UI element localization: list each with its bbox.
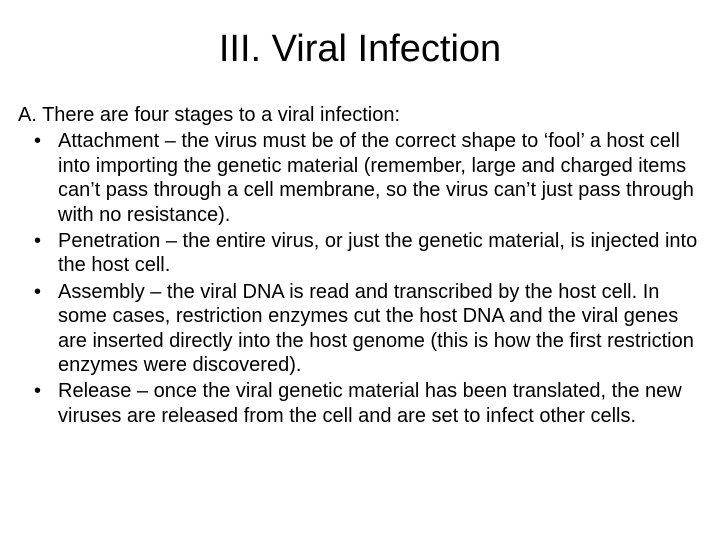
- list-item: Assembly – the viral DNA is read and tra…: [18, 280, 702, 378]
- bullet-list: Attachment – the virus must be of the co…: [18, 129, 702, 428]
- slide-body: A. There are four stages to a viral infe…: [18, 103, 702, 428]
- intro-line: A. There are four stages to a viral infe…: [18, 103, 702, 127]
- list-item: Attachment – the virus must be of the co…: [18, 129, 702, 227]
- slide: III. Viral Infection A. There are four s…: [0, 0, 720, 540]
- list-item: Release – once the viral genetic materia…: [18, 379, 702, 428]
- list-item: Penetration – the entire virus, or just …: [18, 229, 702, 278]
- slide-title: III. Viral Infection: [18, 28, 702, 71]
